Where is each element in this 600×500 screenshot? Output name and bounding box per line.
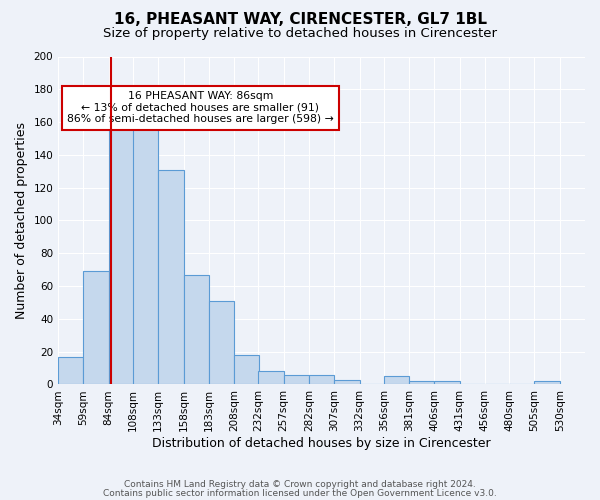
- Text: Contains HM Land Registry data © Crown copyright and database right 2024.: Contains HM Land Registry data © Crown c…: [124, 480, 476, 489]
- Text: 16 PHEASANT WAY: 86sqm
← 13% of detached houses are smaller (91)
86% of semi-det: 16 PHEASANT WAY: 86sqm ← 13% of detached…: [67, 91, 334, 124]
- Bar: [58, 356, 83, 384]
- Text: Contains public sector information licensed under the Open Government Licence v3: Contains public sector information licen…: [103, 489, 497, 498]
- Bar: [334, 380, 359, 384]
- Text: Size of property relative to detached houses in Cirencester: Size of property relative to detached ho…: [103, 28, 497, 40]
- Y-axis label: Number of detached properties: Number of detached properties: [15, 122, 28, 319]
- Bar: [434, 381, 460, 384]
- Text: 16, PHEASANT WAY, CIRENCESTER, GL7 1BL: 16, PHEASANT WAY, CIRENCESTER, GL7 1BL: [113, 12, 487, 28]
- Bar: [133, 117, 158, 384]
- X-axis label: Distribution of detached houses by size in Cirencester: Distribution of detached houses by size …: [152, 437, 491, 450]
- Bar: [284, 374, 309, 384]
- Bar: [209, 301, 234, 384]
- Bar: [259, 372, 284, 384]
- Bar: [384, 376, 409, 384]
- Bar: [234, 355, 259, 384]
- Bar: [309, 374, 334, 384]
- Bar: [109, 122, 134, 384]
- Bar: [184, 274, 209, 384]
- Bar: [158, 170, 184, 384]
- Bar: [409, 381, 434, 384]
- Bar: [535, 381, 560, 384]
- Bar: [83, 272, 109, 384]
